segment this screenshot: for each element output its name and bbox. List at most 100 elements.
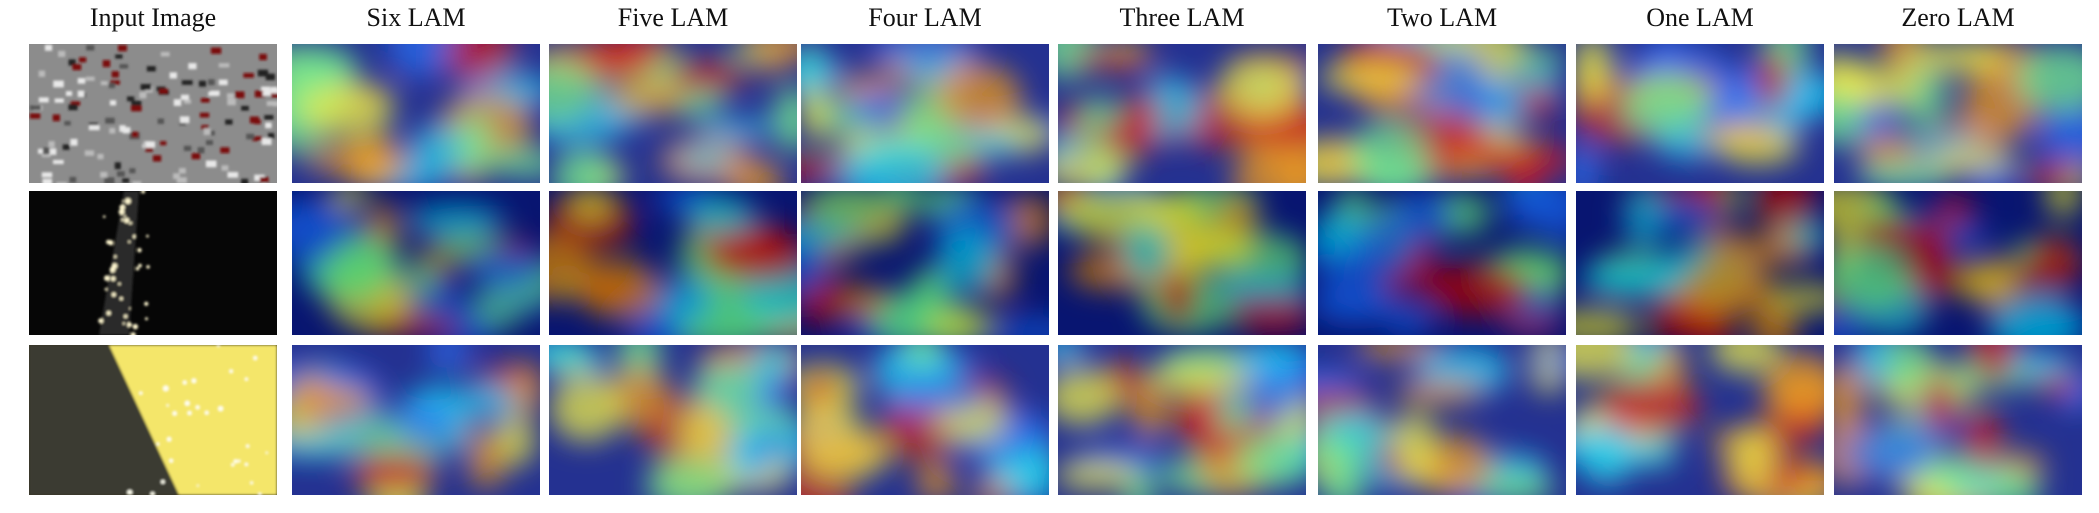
heat-blob xyxy=(836,140,947,183)
heatmap-image xyxy=(549,44,797,183)
heat-blob xyxy=(1394,379,1484,405)
heat-blob xyxy=(1579,261,1689,298)
car xyxy=(86,45,95,51)
light xyxy=(122,322,126,325)
heatmap-image xyxy=(549,191,797,335)
car xyxy=(227,98,236,106)
heat-blob xyxy=(1834,362,1868,430)
heat-blobs xyxy=(1058,345,1306,495)
light xyxy=(130,332,136,335)
heat-blob xyxy=(972,478,1013,495)
car xyxy=(38,148,48,154)
car xyxy=(227,172,239,178)
image-overlay xyxy=(1058,345,1306,495)
light xyxy=(217,405,224,412)
car xyxy=(220,147,230,154)
heat-blob xyxy=(1921,374,1958,435)
heat-blob xyxy=(1508,152,1541,183)
car xyxy=(110,80,120,85)
heat-blob xyxy=(468,247,540,291)
heat-blob xyxy=(387,44,453,78)
light xyxy=(162,385,169,392)
car xyxy=(70,101,81,106)
light xyxy=(98,318,104,324)
car xyxy=(254,174,265,181)
light xyxy=(138,263,142,268)
car xyxy=(68,104,78,111)
heat-blob xyxy=(669,58,747,95)
heat-blob xyxy=(925,310,996,335)
heat-blobs xyxy=(1834,345,2082,495)
image-background xyxy=(29,191,277,335)
image-detail xyxy=(29,345,277,495)
car xyxy=(201,125,209,130)
car xyxy=(104,177,115,183)
heatmap-image xyxy=(292,345,540,495)
heat-blob xyxy=(1623,191,1666,247)
heat-blob xyxy=(1834,91,1865,146)
heat-blobs xyxy=(549,44,797,183)
heat-blob xyxy=(1622,74,1709,139)
car xyxy=(102,60,111,68)
car xyxy=(183,99,192,104)
light xyxy=(166,436,172,442)
car xyxy=(52,159,64,165)
car xyxy=(152,155,162,162)
car xyxy=(78,57,87,63)
car xyxy=(218,79,228,86)
light xyxy=(146,265,150,269)
heat-blobs xyxy=(1576,44,1824,183)
car xyxy=(226,93,235,99)
car xyxy=(252,136,263,142)
car xyxy=(265,122,272,129)
heatmap-image xyxy=(549,345,797,495)
car xyxy=(173,173,180,180)
car xyxy=(200,97,210,103)
light xyxy=(135,266,140,271)
heatmap-image xyxy=(1576,191,1824,335)
car xyxy=(265,73,275,81)
heatmap-image xyxy=(1318,345,1566,495)
car xyxy=(246,133,255,140)
car xyxy=(65,91,73,96)
car xyxy=(72,64,82,71)
car xyxy=(266,100,276,106)
heat-blob xyxy=(1576,145,1600,183)
light xyxy=(121,218,124,222)
car xyxy=(77,90,85,98)
heat-blob xyxy=(1474,87,1510,112)
heat-blob xyxy=(407,125,477,178)
heat-blobs xyxy=(1058,191,1306,335)
car xyxy=(85,76,95,81)
light xyxy=(129,221,133,225)
heat-blob xyxy=(1478,470,1554,495)
heat-blob xyxy=(1070,48,1159,71)
heat-blob xyxy=(1357,212,1416,280)
light xyxy=(137,247,142,253)
car xyxy=(208,79,215,86)
image-detail xyxy=(29,44,277,183)
heat-blob xyxy=(1129,193,1209,227)
heat-blob xyxy=(467,431,506,490)
car xyxy=(157,118,165,124)
car xyxy=(69,176,77,183)
light xyxy=(124,198,131,205)
heat-blob xyxy=(342,134,405,183)
car xyxy=(131,131,139,138)
heat-blob xyxy=(1395,409,1437,479)
heatmap-image xyxy=(801,44,1049,183)
heat-blobs xyxy=(1576,191,1824,335)
heat-blob xyxy=(566,191,615,224)
heat-blob xyxy=(801,236,827,295)
car xyxy=(169,72,177,79)
heat-blob xyxy=(1121,223,1170,282)
heat-blob xyxy=(1958,260,2018,303)
heat-blob xyxy=(408,256,440,293)
heat-blob xyxy=(916,462,956,495)
car xyxy=(52,114,60,122)
car xyxy=(119,64,129,69)
car xyxy=(115,54,123,59)
heatmap-image xyxy=(1576,345,1824,495)
car xyxy=(176,177,187,183)
